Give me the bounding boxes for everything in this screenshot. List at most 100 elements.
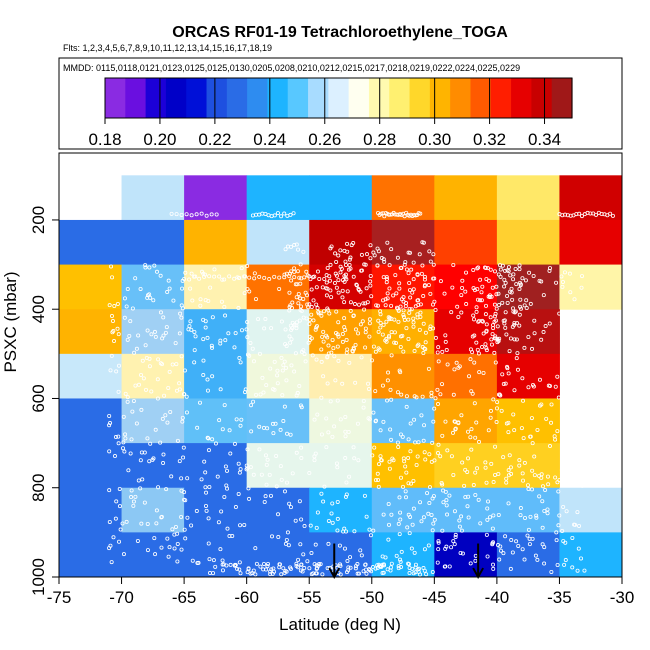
sample-point — [361, 301, 366, 306]
sample-point — [432, 517, 437, 522]
sample-point — [358, 322, 363, 327]
colorbar-swatch — [105, 78, 126, 118]
sample-point — [205, 377, 210, 382]
sample-point — [219, 509, 224, 514]
sample-point — [374, 303, 379, 308]
sample-point — [179, 354, 184, 359]
sample-point — [406, 271, 411, 276]
sample-point — [345, 559, 350, 564]
sample-point — [262, 275, 267, 280]
sample-point — [340, 288, 345, 293]
sample-point — [459, 310, 464, 315]
sample-point — [149, 332, 154, 337]
sample-point — [498, 548, 503, 553]
sample-point — [277, 562, 282, 567]
sample-point — [401, 349, 406, 354]
sample-point — [385, 240, 390, 245]
colorbar-swatch — [511, 78, 532, 118]
sample-point — [363, 330, 368, 335]
sample-point — [415, 454, 420, 459]
sample-point — [494, 284, 499, 289]
sample-point — [279, 572, 284, 577]
sample-point — [372, 253, 377, 258]
sample-point — [383, 303, 388, 308]
sample-point — [430, 440, 435, 445]
heatmap-cell — [496, 219, 560, 266]
sample-point — [335, 344, 340, 349]
sample-point — [568, 309, 573, 314]
sample-point — [594, 212, 599, 217]
sample-point — [179, 488, 184, 493]
sample-point — [342, 546, 347, 551]
sample-point — [526, 385, 531, 390]
sample-point — [363, 562, 368, 567]
sample-point — [474, 305, 479, 310]
heatmap-cell — [121, 175, 185, 221]
sample-point — [313, 542, 318, 547]
heatmap-cell — [309, 219, 373, 266]
sample-point — [325, 306, 330, 311]
sample-point — [177, 459, 182, 464]
sample-point — [403, 464, 408, 469]
sample-point — [479, 298, 484, 303]
sample-point — [488, 315, 493, 320]
sample-point — [525, 533, 530, 538]
sample-point — [385, 378, 390, 383]
sample-point — [202, 274, 207, 279]
sample-point — [514, 337, 519, 342]
sample-point — [378, 325, 383, 330]
sample-point — [419, 413, 424, 418]
sample-point — [144, 355, 149, 360]
sample-point — [537, 473, 542, 478]
sample-point — [279, 355, 284, 360]
sample-point — [447, 564, 452, 569]
sample-point — [311, 298, 316, 303]
sample-point — [276, 535, 281, 540]
sample-point — [330, 337, 335, 342]
sample-point — [279, 214, 284, 219]
x-tick-label: -75 — [47, 588, 72, 607]
heatmap-cell — [121, 443, 185, 489]
sample-point — [404, 326, 409, 331]
sample-point — [324, 280, 329, 285]
sample-point — [307, 317, 312, 322]
sample-point — [107, 413, 112, 418]
sample-point — [235, 566, 240, 571]
sample-point — [346, 267, 351, 272]
sample-point — [484, 322, 489, 327]
sample-point — [532, 473, 537, 478]
sample-point — [254, 561, 259, 566]
sample-point — [348, 555, 353, 560]
sample-point — [404, 404, 409, 409]
sample-point — [537, 494, 542, 499]
sample-point — [253, 297, 258, 302]
sample-point — [521, 436, 526, 441]
sample-point — [508, 566, 513, 571]
sample-point — [549, 420, 554, 425]
sample-point — [399, 392, 404, 397]
sample-point — [364, 514, 369, 519]
sample-point — [161, 315, 166, 320]
sample-point — [501, 455, 506, 460]
sample-point — [207, 274, 212, 279]
sample-point — [288, 432, 293, 437]
sample-point — [311, 318, 316, 323]
sample-point — [384, 275, 389, 280]
sample-point — [330, 501, 335, 506]
sample-point — [457, 364, 462, 369]
heatmap-cell — [184, 443, 248, 489]
sample-point — [234, 417, 239, 422]
heatmap-cell — [184, 219, 248, 266]
sample-point — [245, 447, 250, 452]
sample-point — [506, 468, 511, 473]
sample-point — [556, 395, 561, 400]
sample-point — [533, 553, 538, 558]
sample-point — [198, 400, 203, 405]
sample-point — [319, 359, 324, 364]
sample-point — [133, 494, 138, 499]
sample-point — [353, 342, 358, 347]
sample-point — [294, 450, 299, 455]
sample-point — [428, 324, 433, 329]
sample-point — [527, 542, 532, 547]
